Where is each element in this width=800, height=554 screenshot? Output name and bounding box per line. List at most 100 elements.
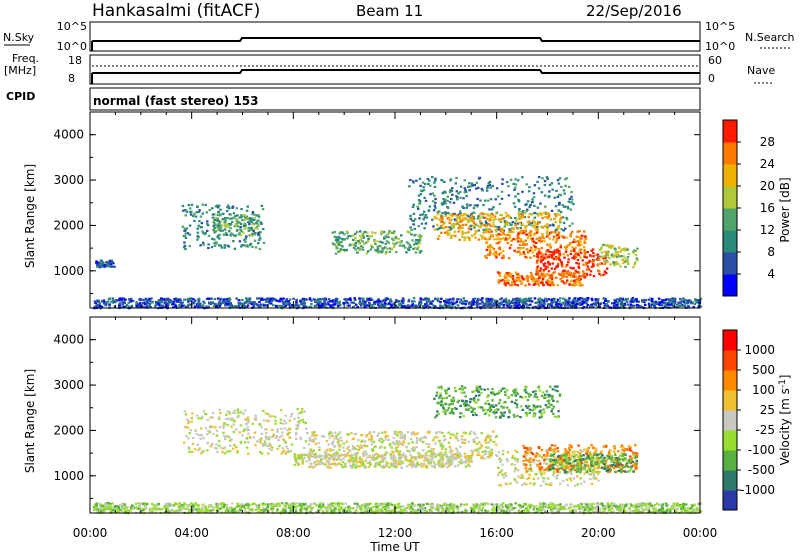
data-cell [578, 297, 582, 300]
data-cell [380, 251, 384, 254]
data-cell [245, 297, 248, 300]
data-cell [177, 304, 181, 307]
data-cell [517, 198, 520, 201]
data-cell [697, 306, 701, 309]
data-cell [542, 299, 546, 302]
data-cell [603, 505, 606, 508]
data-cell [488, 237, 492, 240]
data-cell [455, 300, 458, 303]
data-cell [348, 304, 351, 307]
data-cell [446, 199, 449, 202]
data-cell [142, 298, 145, 301]
data-cell [95, 261, 98, 264]
data-cell [167, 297, 170, 301]
data-cell [463, 217, 466, 221]
data-cell [240, 208, 243, 211]
data-cell [409, 508, 412, 511]
data-cell [377, 508, 381, 511]
data-cell [557, 511, 560, 514]
data-cell [224, 231, 228, 234]
data-cell [511, 508, 514, 511]
data-cell [567, 244, 570, 247]
data-cell [291, 304, 294, 307]
data-cell [428, 205, 432, 208]
data-cell [257, 224, 260, 227]
data-cell [495, 238, 499, 241]
data-cell [204, 505, 208, 508]
data-cell [536, 282, 540, 285]
data-cell [660, 505, 664, 508]
data-cell [125, 304, 129, 307]
data-cell [430, 302, 433, 305]
data-cell [402, 505, 405, 508]
data-cell [270, 299, 274, 303]
data-cell [529, 203, 532, 207]
data-cell [371, 303, 374, 306]
data-cell [275, 504, 278, 507]
data-cell [237, 233, 241, 236]
data-cell [252, 213, 256, 216]
data-cell [480, 503, 483, 506]
data-cell [501, 217, 504, 221]
data-cell [127, 305, 131, 308]
data-cell [94, 508, 97, 511]
data-cell [206, 222, 209, 225]
data-cell [634, 503, 637, 506]
data-cell [278, 304, 281, 307]
data-cell [555, 258, 559, 261]
data-cell [591, 507, 594, 510]
data-cell [260, 222, 263, 225]
data-cell [416, 205, 419, 208]
data-cell [556, 284, 559, 287]
data-cell [110, 261, 113, 264]
data-cell [493, 250, 496, 253]
data-cell [464, 511, 467, 514]
data-cell [528, 223, 531, 226]
data-cell [682, 505, 685, 508]
data-cell [124, 508, 127, 511]
data-cell [121, 306, 124, 309]
data-cell [505, 215, 508, 218]
data-cell [358, 297, 361, 300]
data-cell [456, 198, 459, 201]
data-cell [225, 506, 229, 509]
data-cell [94, 300, 97, 303]
data-cell [569, 506, 572, 509]
data-cell [168, 503, 171, 506]
data-cell [518, 297, 522, 300]
data-cell [550, 209, 554, 212]
data-cell [459, 503, 463, 506]
data-cell [101, 505, 104, 508]
data-cell [235, 511, 238, 514]
data-cell [456, 507, 460, 511]
data-cell [574, 240, 577, 244]
data-cell [257, 511, 260, 514]
data-cell [360, 245, 363, 248]
data-cell [495, 233, 499, 237]
data-cell [587, 297, 590, 300]
data-cell [354, 242, 357, 245]
data-cell [374, 502, 377, 505]
data-cell [435, 508, 438, 511]
data-cell [536, 255, 540, 258]
data-cell [280, 427, 283, 430]
data-cell [539, 505, 543, 509]
data-cell [572, 282, 575, 286]
data-cell [479, 299, 483, 302]
data-cell [340, 506, 343, 509]
data-cell [574, 246, 577, 249]
data-cell [185, 227, 188, 230]
data-cell [464, 303, 467, 306]
data-cell [641, 300, 644, 303]
data-cell [540, 300, 544, 303]
data-cell [379, 510, 383, 513]
data-cell [458, 238, 461, 241]
data-cell [173, 298, 176, 301]
data-cell [515, 251, 518, 254]
data-cell [118, 297, 121, 300]
data-cell [108, 261, 111, 264]
data-cell [572, 275, 575, 278]
data-cell [589, 270, 593, 273]
data-cell [582, 230, 586, 233]
data-cell [314, 503, 317, 506]
